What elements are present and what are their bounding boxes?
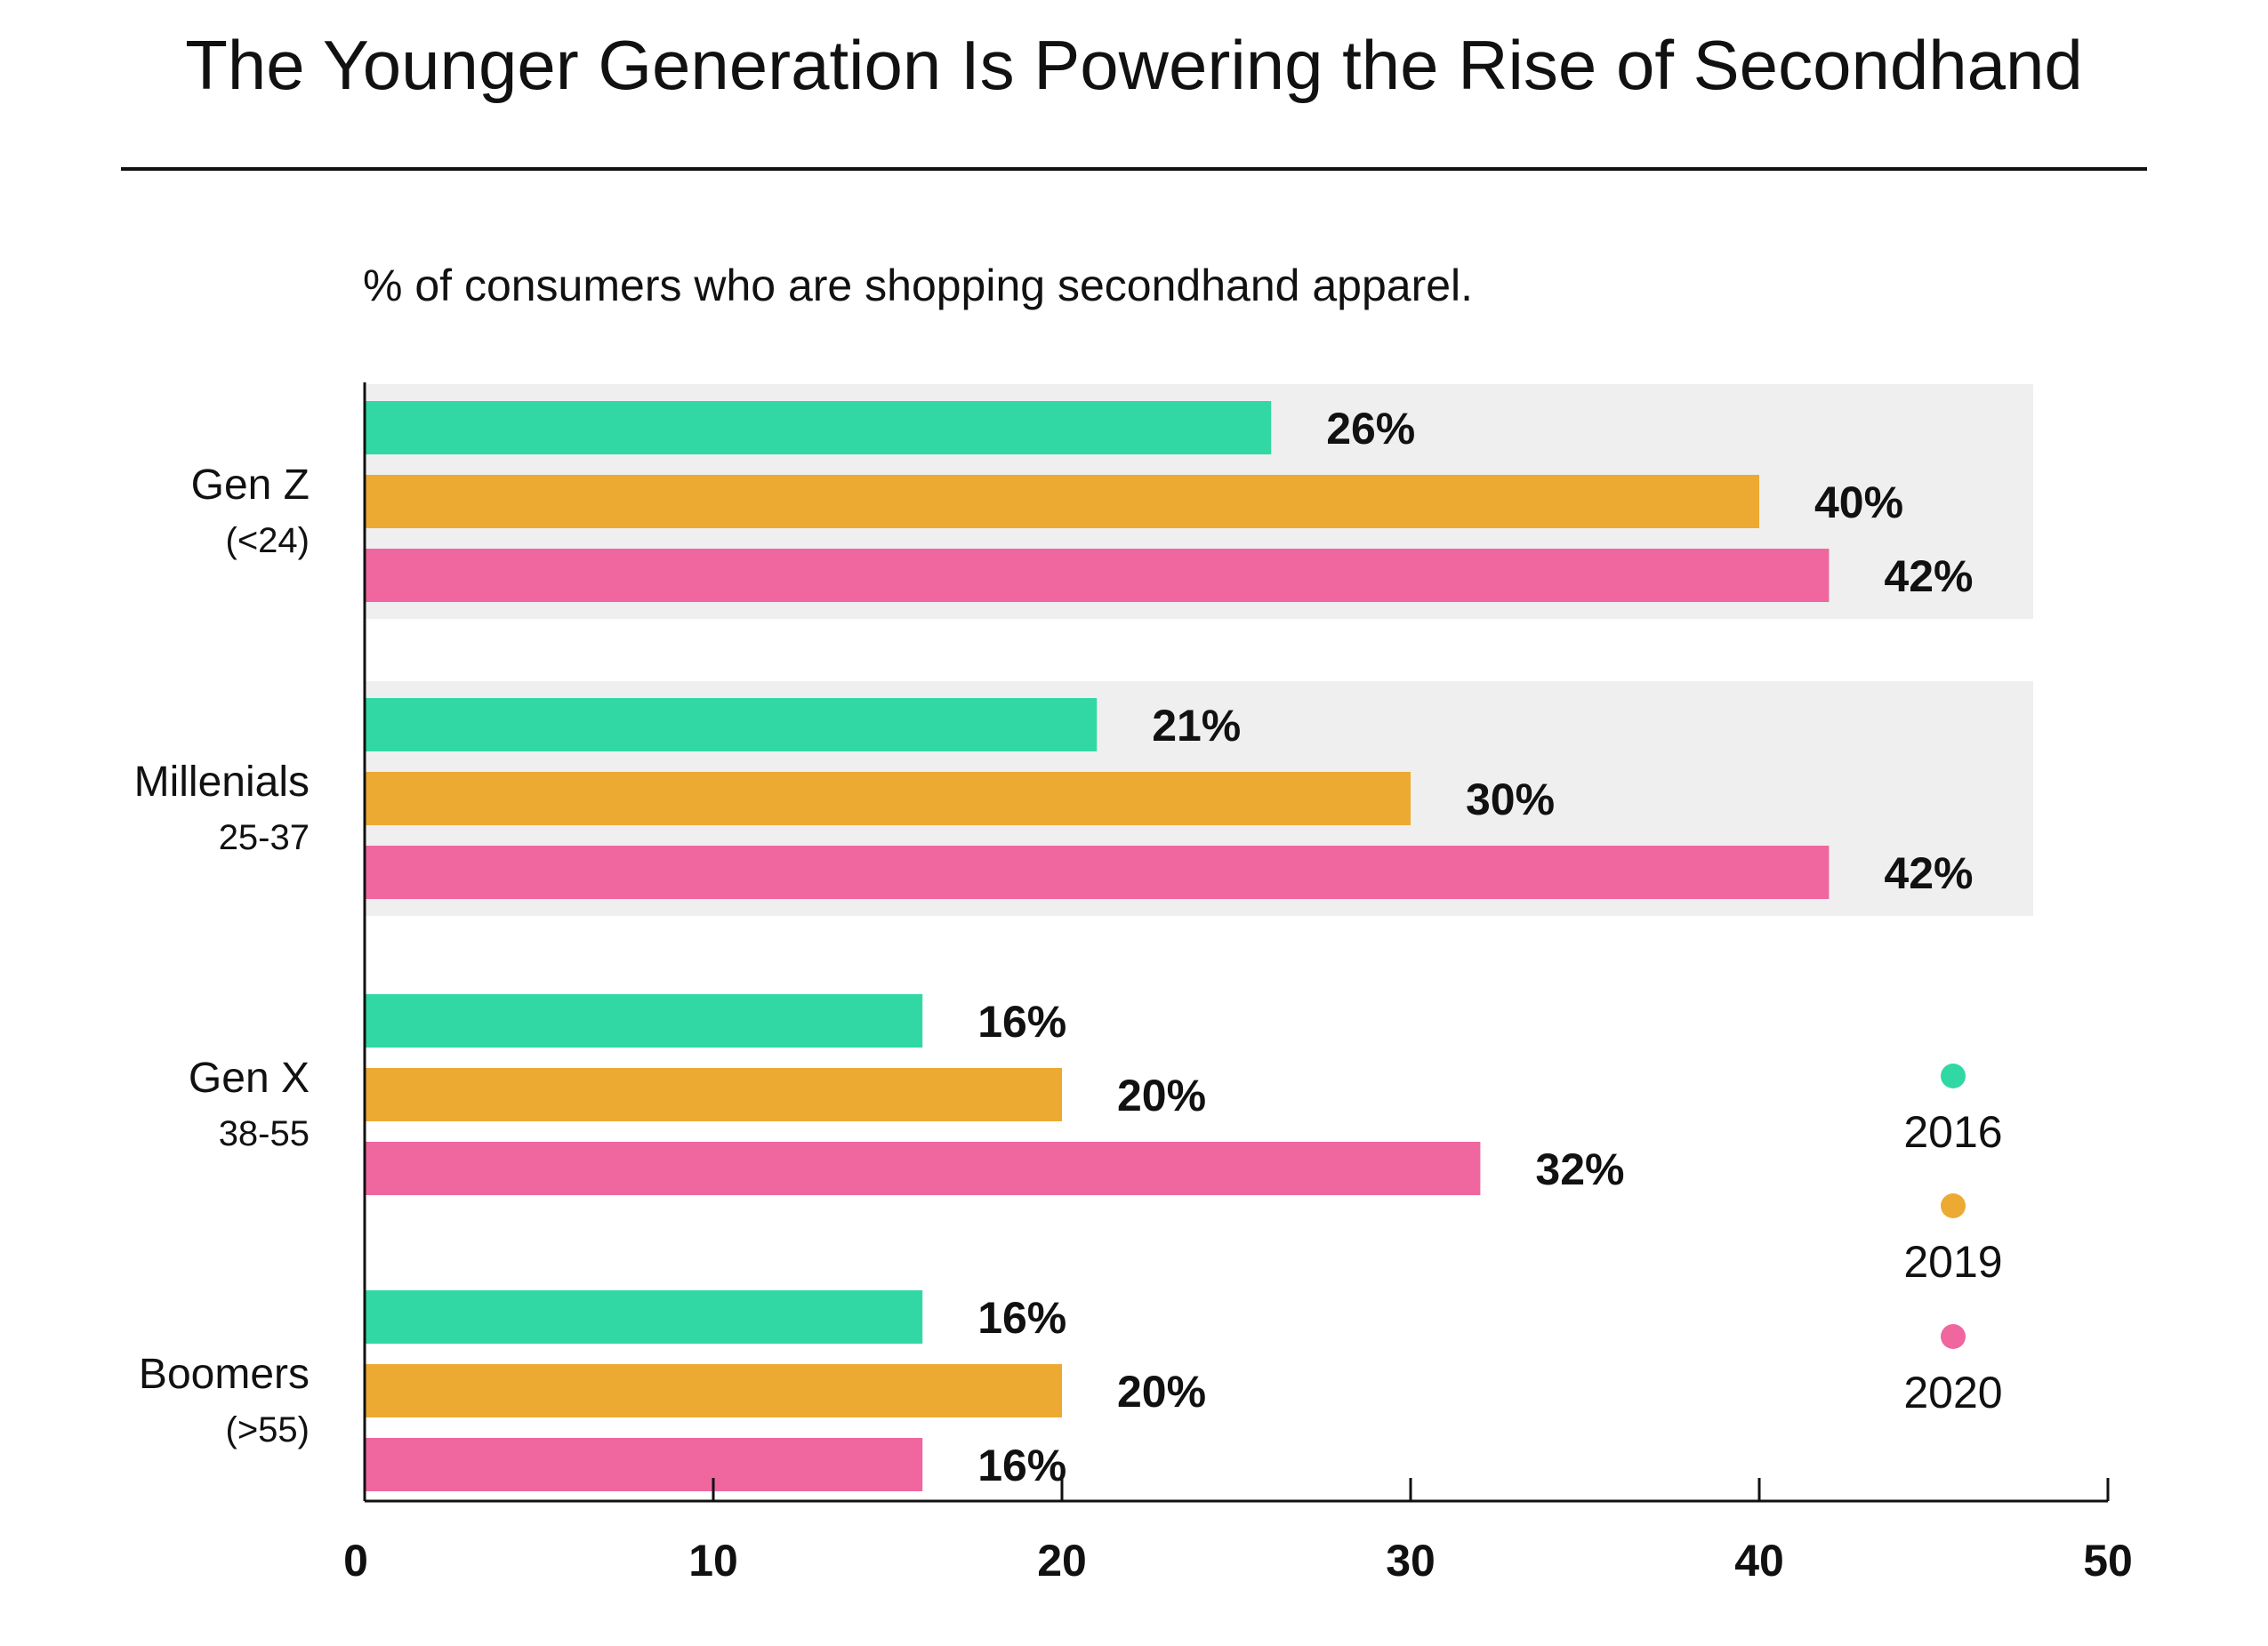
category-sublabel-boomers: (>55) xyxy=(226,1410,310,1449)
bar-label-gen-x-2020: 32% xyxy=(1535,1144,1624,1194)
bar-label-millenials-2019: 30% xyxy=(1466,775,1555,824)
bar-gen-z-2019 xyxy=(365,475,1759,528)
category-label-millenials: Millenials xyxy=(134,759,310,806)
bar-label-boomers-2020: 16% xyxy=(977,1441,1066,1490)
x-tick-label-40: 40 xyxy=(1734,1536,1784,1586)
category-sublabel-gen-x: 38-55 xyxy=(219,1114,310,1153)
x-tick-label-30: 30 xyxy=(1386,1536,1436,1586)
bar-boomers-2016 xyxy=(365,1290,923,1344)
category-label-gen-x: Gen X xyxy=(189,1055,310,1102)
category-sublabel-gen-z: (<24) xyxy=(226,521,310,560)
bar-gen-x-2020 xyxy=(365,1142,1481,1195)
x-tick-label-20: 20 xyxy=(1037,1536,1087,1586)
bar-millenials-2020 xyxy=(365,846,1830,899)
bar-label-gen-z-2016: 26% xyxy=(1326,404,1415,454)
bar-gen-z-2016 xyxy=(365,401,1272,454)
legend-dot-2016 xyxy=(1941,1064,1966,1088)
bar-gen-x-2016 xyxy=(365,994,923,1048)
bar-label-boomers-2016: 16% xyxy=(977,1293,1066,1343)
x-tick-label-50: 50 xyxy=(2083,1536,2133,1586)
bar-label-gen-x-2019: 20% xyxy=(1117,1071,1206,1120)
legend-dot-2019 xyxy=(1941,1193,1966,1218)
chart-title: The Younger Generation Is Powering the R… xyxy=(185,26,2083,104)
bar-label-millenials-2016: 21% xyxy=(1152,701,1241,751)
bar-label-boomers-2019: 20% xyxy=(1117,1367,1206,1417)
bar-boomers-2019 xyxy=(365,1364,1062,1417)
category-label-boomers: Boomers xyxy=(139,1351,310,1398)
title-divider xyxy=(121,167,2147,171)
x-tick-label-10: 10 xyxy=(688,1536,738,1586)
legend-label-2019: 2019 xyxy=(1903,1237,2002,1287)
bar-label-gen-z-2020: 42% xyxy=(1884,551,1973,601)
bar-label-gen-x-2016: 16% xyxy=(977,997,1066,1047)
legend-label-2016: 2016 xyxy=(1903,1107,2002,1157)
bar-millenials-2016 xyxy=(365,698,1098,751)
bar-label-gen-z-2019: 40% xyxy=(1814,478,1903,527)
legend-label-2020: 2020 xyxy=(1903,1368,2002,1417)
category-label-gen-z: Gen Z xyxy=(191,462,310,509)
category-sublabel-millenials: 25-37 xyxy=(219,818,310,857)
bar-label-millenials-2020: 42% xyxy=(1884,848,1973,898)
chart-subtitle: % of consumers who are shopping secondha… xyxy=(363,261,1474,310)
legend-dot-2020 xyxy=(1941,1324,1966,1349)
bar-boomers-2020 xyxy=(365,1438,923,1491)
x-tick-label-0: 0 xyxy=(343,1536,368,1586)
bar-millenials-2019 xyxy=(365,772,1411,825)
bar-gen-x-2019 xyxy=(365,1068,1062,1121)
bar-gen-z-2020 xyxy=(365,549,1830,602)
